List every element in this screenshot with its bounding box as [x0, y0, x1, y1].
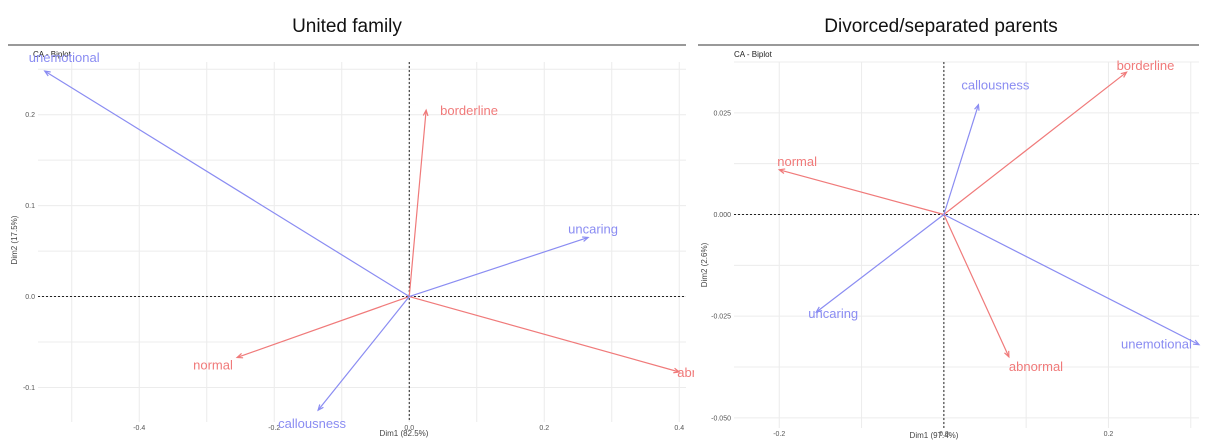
- point-label-uncaring: uncaring: [808, 306, 858, 321]
- arrowhead-uncaring: [815, 306, 823, 314]
- x-tick-label: 0.2: [1104, 431, 1114, 438]
- arrow-uncaring: [409, 236, 589, 298]
- chart-panel-united-family: United family CA - Biplot Dim1 (82.5%) D…: [8, 16, 694, 438]
- x-tick-label: -0.2: [268, 425, 280, 432]
- arrow-uncaring: [815, 214, 945, 313]
- arrowhead-normal: [235, 352, 244, 359]
- x-tick-label: 0.4: [674, 425, 684, 432]
- arrow-borderline: [943, 71, 1127, 215]
- arrowhead-borderline: [422, 108, 429, 117]
- y-tick-label: 0.1: [25, 203, 35, 210]
- x-axis-label: Dim1 (97.4%): [910, 431, 959, 440]
- axes: -0.4 -0.2 0.0 0.2 0.4 -0.1 0.0 0.1 0.2: [23, 62, 686, 432]
- chart-subtitle: CA - Biplot: [734, 50, 773, 59]
- y-tick-label: -0.050: [711, 415, 731, 422]
- chart-panel-divorced-separated: Divorced/separated parents CA - Biplot D…: [694, 0, 1205, 442]
- biplot-chart-divorced-separated: Divorced/separated parents CA - Biplot D…: [698, 16, 1201, 440]
- grid: [734, 61, 1199, 428]
- axes: -0.2 0.0 0.2 -0.050 -0.025 0.000 0.025: [711, 62, 1199, 438]
- y-axis-label: Dim2 (17.5%): [10, 215, 19, 264]
- arrow-normal: [779, 169, 945, 216]
- x-tick-label: 0.0: [939, 431, 949, 438]
- arrow-normal: [236, 295, 410, 359]
- point-label-unemotional: unemotional: [1121, 337, 1192, 352]
- chart-title: Divorced/separated parents: [824, 16, 1057, 37]
- x-tick-label: -0.4: [133, 425, 145, 432]
- arrowhead-abnormal: [673, 367, 681, 374]
- arrowhead-callousness: [974, 103, 980, 111]
- arrowhead-uncaring: [582, 236, 590, 242]
- marks: borderline abnormal normal unemotional uncar…: [29, 50, 694, 431]
- chart-title: United family: [292, 16, 402, 37]
- arrow-abnormal: [409, 295, 680, 373]
- x-tick-label: 0.0: [404, 425, 414, 432]
- y-tick-label: 0.2: [25, 112, 35, 119]
- arrowhead-callousness: [317, 404, 324, 412]
- y-tick-label: 0.000: [713, 212, 731, 219]
- biplot-chart-united-family: United family CA - Biplot Dim1 (82.5%) D…: [8, 16, 694, 438]
- arrow-borderline: [408, 110, 427, 297]
- point-label-normal: normal: [193, 357, 233, 372]
- arrowhead-abnormal: [1004, 350, 1010, 359]
- y-tick-label: 0.025: [713, 110, 731, 117]
- arrow-abnormal: [943, 214, 1010, 358]
- marks: borderline normal abnormal callousness uncar…: [777, 58, 1201, 374]
- arrowhead-borderline: [1120, 71, 1128, 78]
- y-axis-label: Dim2 (2.6%): [700, 242, 709, 287]
- arrowhead-unemotional: [1192, 339, 1201, 346]
- x-tick-label: 0.2: [539, 425, 549, 432]
- grid: [38, 62, 686, 422]
- arrowhead-normal: [777, 168, 786, 174]
- arrow-callousness: [943, 104, 980, 215]
- point-label-callousness: callousness: [961, 78, 1029, 93]
- chart-subtitle: CA - Biplot: [33, 50, 72, 59]
- point-label-callousness: callousness: [278, 416, 346, 431]
- point-label-unemotional: unemotional: [29, 50, 100, 65]
- x-tick-label: -0.2: [773, 431, 785, 438]
- arrow-unemotional: [943, 213, 1200, 346]
- point-label-borderline: borderline: [1117, 58, 1175, 73]
- y-tick-label: -0.1: [23, 385, 35, 392]
- point-label-abnormal: abnormal: [1009, 359, 1063, 374]
- point-label-abnormal: abnormal: [677, 365, 694, 380]
- x-axis-label: Dim1 (82.5%): [380, 429, 429, 438]
- point-label-borderline: borderline: [440, 103, 498, 118]
- arrow-callousness: [317, 296, 410, 411]
- y-tick-label: -0.025: [711, 314, 731, 321]
- point-label-uncaring: uncaring: [568, 221, 618, 236]
- point-label-normal: normal: [777, 154, 817, 169]
- arrow-unemotional: [44, 70, 410, 298]
- y-tick-label: 0.0: [25, 294, 35, 301]
- arrowhead-unemotional: [43, 70, 51, 77]
